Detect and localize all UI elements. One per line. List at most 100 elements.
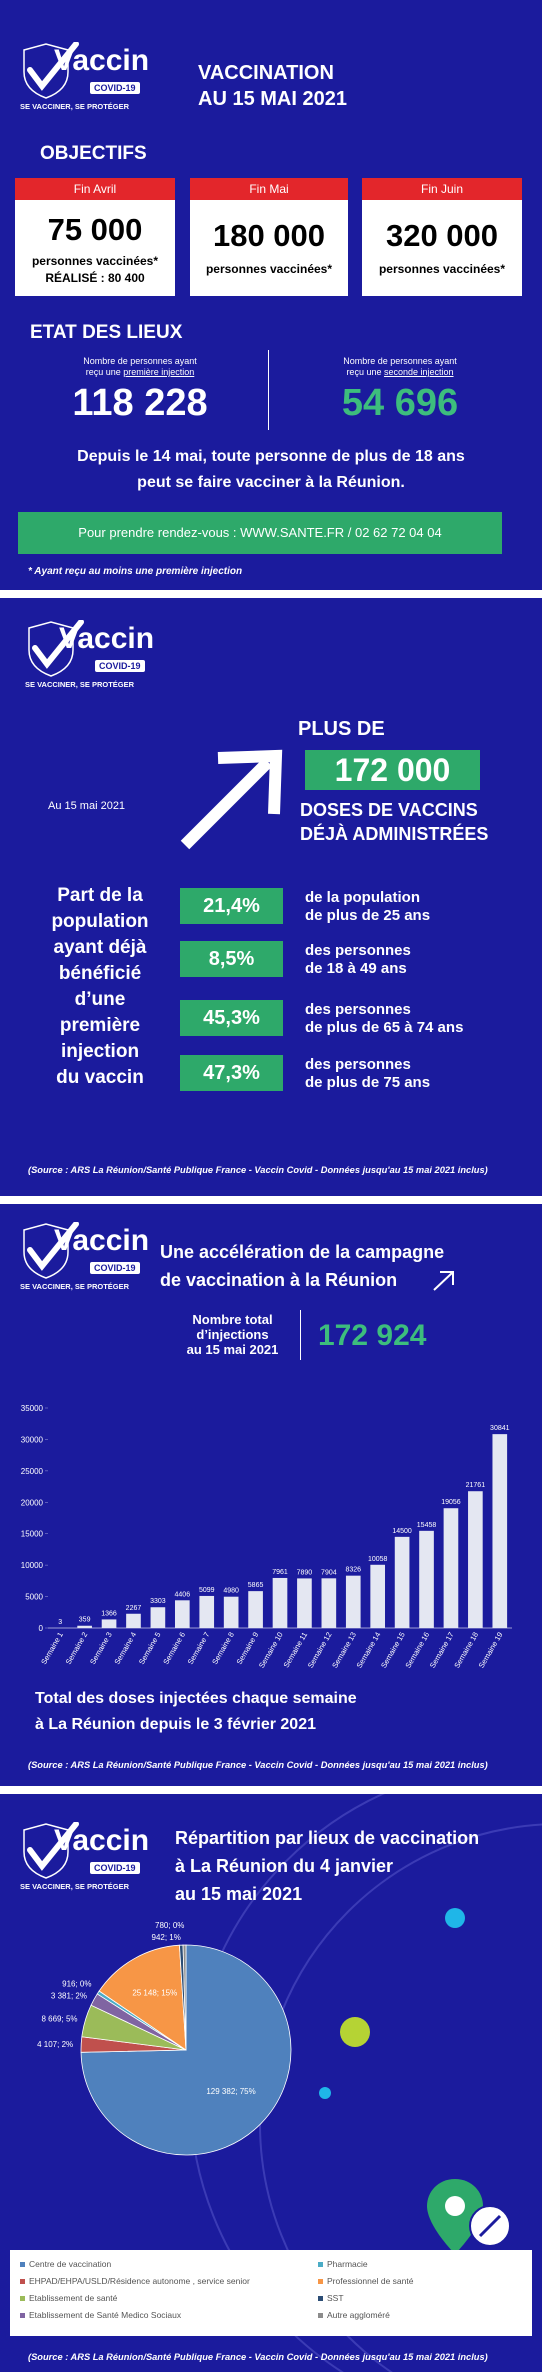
share-title: injection [60,1041,140,1062]
logo-badge: COVID-19 [90,1262,140,1274]
share-desc: des personnes [305,1056,411,1073]
bar [199,1595,215,1628]
share-title: ayant déjà [53,937,147,958]
legend-label: Etablissement de Santé Medico Sociaux [29,2310,182,2320]
pie-chart: 129 382; 75% 4 107; 2% 8 669; 5% 3 381; 2% 9… [10,1921,532,2336]
bar [419,1530,434,1628]
divider [268,350,269,430]
logo-slogan: SE VACCINER, SE PROTÉGER [20,102,130,111]
share-desc: de 18 à 49 ans [305,960,407,977]
data-label: 4 107; 2% [37,2040,73,2049]
share-pct: 45,3% [180,1000,283,1036]
share-title: du vaccin [56,1067,144,1088]
logo-check [23,42,79,99]
logo-name: Vaccin [59,622,155,655]
y-tick-label: 0 [39,1624,44,1633]
x-tick-label: Semaine 14 [355,1631,383,1670]
title-line: de vaccination à la Réunion [160,1270,398,1290]
logo: Vaccin COVID-19 SE VACCINER, SE PROTÉGER [20,1822,160,1902]
value-label: 15458 [417,1522,437,1529]
date: Au 15 mai 2021 [48,800,126,812]
subtitle: DÉJÀ ADMINISTRÉES [300,824,489,844]
card-number: 180 000 [212,218,326,253]
objective-card: Fin Juin 320 000 personnes vaccinées* [362,178,522,296]
data-label: 25 148; 15% [132,1988,177,1997]
panel-weekly: Vaccin COVID-19 SE VACCINER, SE PROTÉGER… [0,1204,542,1786]
bar [223,1596,239,1628]
section-title: OBJECTIFS [40,143,147,164]
value-label: 19056 [441,1499,461,1506]
data-label: 129 382; 75% [206,2087,255,2096]
pie-slice [98,1944,187,2051]
trend-arrow [433,1271,454,1291]
total-number: 172 924 [318,1319,427,1352]
bar [321,1578,337,1628]
value-label: 5099 [199,1587,215,1594]
legend-label: Etablissement de santé [29,2293,118,2303]
x-tick-label: Semaine 18 [452,1631,480,1670]
value-label: 3 [58,1619,62,1626]
value-label: 4406 [175,1591,191,1598]
card-period: Fin Juin [362,178,522,200]
share-desc: de plus de 25 ans [305,907,431,924]
x-tick-label: Semaine 10 [257,1631,285,1670]
legend-label: Professionnel de santé [327,2276,414,2286]
x-tick-label: Semaine 6 [161,1631,187,1667]
value-label: 7890 [297,1569,313,1576]
total-caption: d’injections [196,1327,269,1342]
stat-caption: reçu une première injection [55,367,225,377]
legend-swatch [20,2313,25,2318]
bar-chart: 050001000015000200002500030000350003Sema… [21,1404,512,1670]
value-label: 30841 [490,1425,510,1432]
value-label: 3303 [150,1598,166,1605]
x-tick-label: Semaine 1 [39,1631,65,1667]
stat-number: 118 228 [72,382,208,424]
legend-swatch [318,2262,323,2267]
chart-caption: Total des doses injectées chaque semaine [35,1690,357,1707]
share-pct: 47,3% [180,1055,283,1091]
legend-swatch [20,2296,25,2301]
logo: Vaccin COVID-19 SE VACCINER, SE PROTÉGER [25,620,165,700]
value-label: 5865 [248,1582,264,1589]
logo-badge: COVID-19 [90,1862,140,1874]
stat-caption: reçu une seconde injection [315,367,485,377]
legend-swatch [318,2279,323,2284]
y-tick-label: 15000 [21,1530,44,1539]
logo: Vaccin COVID-19 SE VACCINER, SE PROTÉGER [20,1222,160,1302]
x-tick-label: Semaine 11 [282,1631,310,1670]
share-pct: 8,5% [180,941,283,977]
announcement: peut se faire vacciner à la Réunion. [137,474,405,491]
card-caption: personnes vaccinées* [31,254,159,268]
x-tick-label: Semaine 17 [428,1631,456,1670]
x-tick-label: Semaine 3 [88,1631,114,1667]
logo-slogan: SE VACCINER, SE PROTÉGER [20,1282,130,1291]
bar [272,1577,288,1628]
value-label: 21761 [466,1482,486,1489]
bar [345,1575,361,1628]
logo-name: Vaccin [54,1224,150,1257]
stat-caption: Nombre de personnes ayant [343,356,457,366]
share-title: population [51,911,149,932]
legend-box [10,2250,532,2336]
total-caption: Nombre total [192,1312,273,1327]
legend-label: SST [327,2293,344,2303]
arrow [180,749,283,850]
card-period: Fin Mai [190,178,348,200]
share-desc: de plus de 75 ans [305,1074,431,1091]
source: (Source : ARS La Réunion/Santé Publique … [28,1760,488,1770]
subtitle: DOSES DE VACCINS [300,800,478,820]
share-title: bénéficié [58,963,142,984]
card-caption: personnes vaccinées* [378,262,506,276]
data-label: 942; 1% [152,1933,181,1942]
x-tick-label: Semaine 13 [330,1631,358,1670]
value-label: 8326 [345,1567,361,1574]
panel-places: Vaccin COVID-19 SE VACCINER, SE PROTÉGER… [0,1794,542,2372]
y-tick-label: 10000 [21,1561,44,1570]
announcement: Depuis le 14 mai, toute personne de plus… [77,448,465,465]
legend-swatch [20,2262,25,2267]
x-tick-label: Semaine 16 [403,1631,431,1670]
pie-slice [80,1944,292,2156]
chart-caption: à La Réunion depuis le 3 février 2021 [35,1716,316,1733]
title-line: AU 15 MAI 2021 [198,88,347,110]
